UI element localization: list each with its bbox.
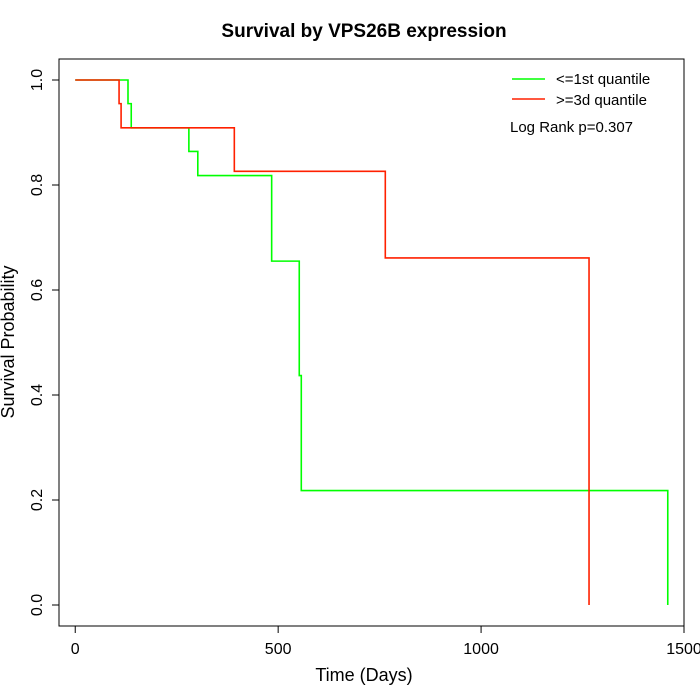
series-high-quantile-curve [75,79,590,605]
y-tick-label: 0.4 [29,384,46,406]
plot-frame [58,58,685,627]
legend: <=1st quantile >=3d quantile Log Rank p=… [510,71,650,136]
series-layer [75,79,669,605]
x-axis-label: Time (Days) [315,665,412,685]
legend-label-low: <=1st quantile [556,71,650,88]
y-tick-label: 0.8 [29,174,46,196]
y-axis: 0.0 0.2 0.4 0.6 0.8 1.0 [29,69,60,616]
y-axis-label: Survival Probability [0,265,18,418]
x-tick-label: 1500 [666,641,700,658]
legend-label-high: >=3d quantile [556,92,647,109]
x-tick-label: 0 [71,641,80,658]
x-axis: 0 500 1000 1500 [71,625,700,658]
x-tick-label: 1000 [463,641,499,658]
y-tick-label: 0.6 [29,279,46,301]
y-tick-label: 1.0 [29,69,46,91]
x-tick-label: 500 [265,641,292,658]
y-tick-label: 0.0 [29,594,46,616]
chart-title: Survival by VPS26B expression [221,21,506,42]
log-rank-annotation: Log Rank p=0.307 [510,119,633,136]
series-low-quantile-curve [75,79,669,605]
y-tick-label: 0.2 [29,489,46,511]
